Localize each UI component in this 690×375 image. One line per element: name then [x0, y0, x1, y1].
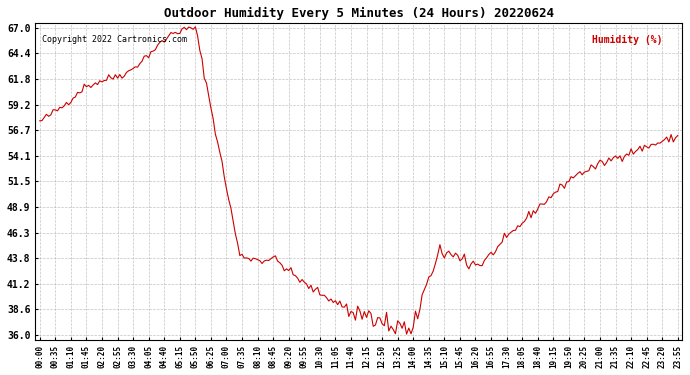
Title: Outdoor Humidity Every 5 Minutes (24 Hours) 20220624: Outdoor Humidity Every 5 Minutes (24 Hou… — [164, 7, 554, 20]
Text: Copyright 2022 Cartronics.com: Copyright 2022 Cartronics.com — [42, 35, 187, 44]
Text: Humidity (%): Humidity (%) — [592, 35, 663, 45]
